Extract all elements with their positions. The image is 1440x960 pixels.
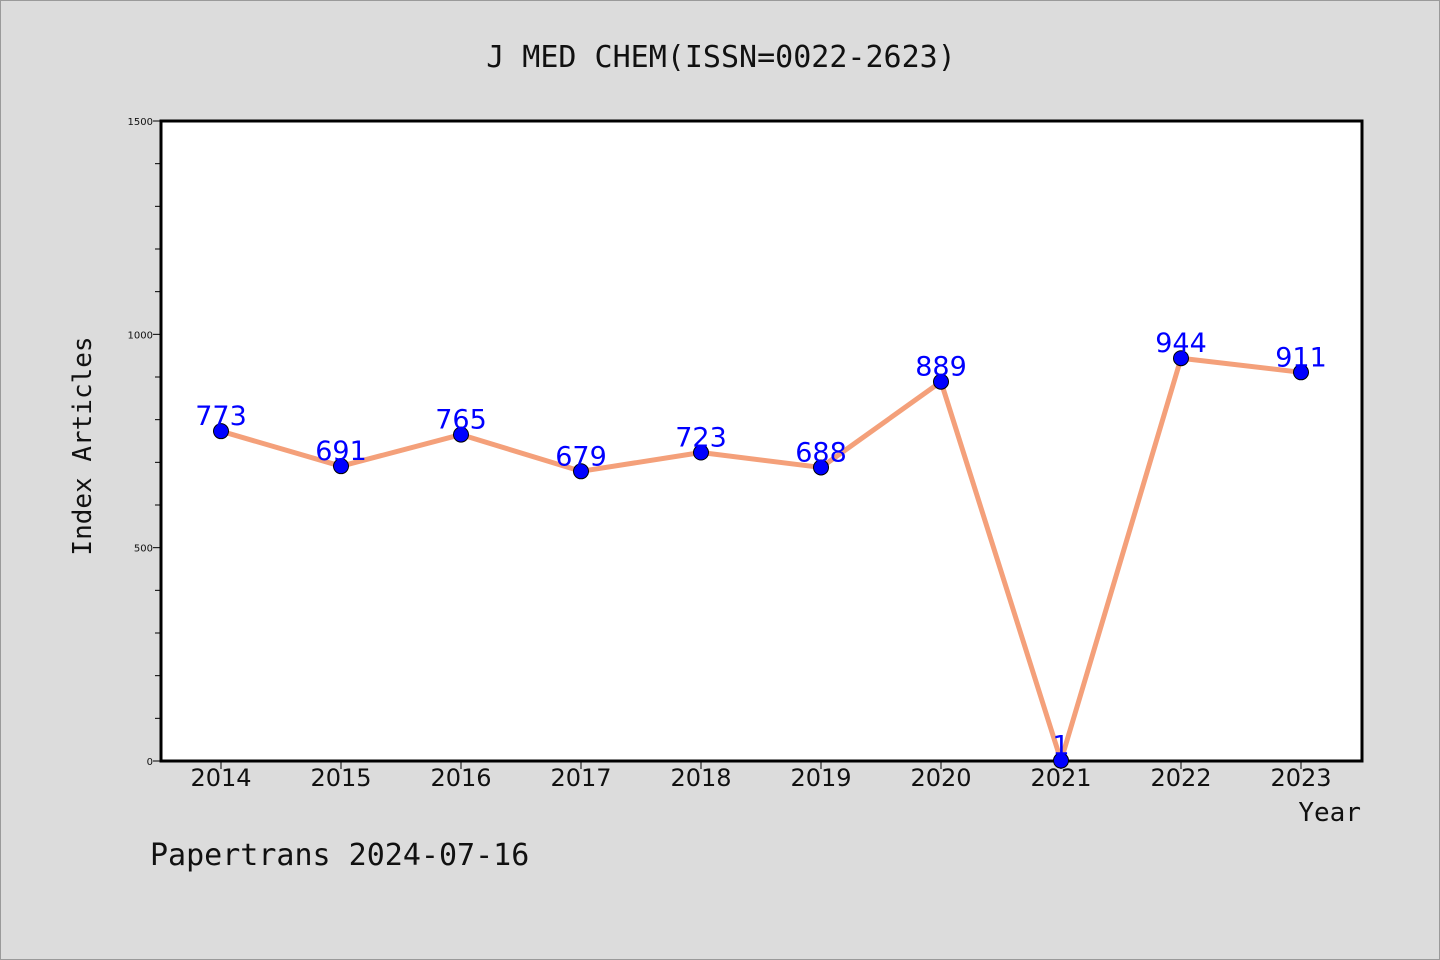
x-axis-label: Year <box>1298 798 1361 828</box>
x-tick-label: 2018 <box>670 764 731 792</box>
x-tick-label: 2022 <box>1150 764 1211 792</box>
data-point <box>693 444 709 461</box>
data-point <box>1173 350 1189 367</box>
data-label: 765 <box>435 405 487 436</box>
data-label: 773 <box>195 401 247 432</box>
x-tick-label: 2023 <box>1270 764 1331 792</box>
data-point <box>573 463 589 480</box>
y-axis-label: Index Articles <box>68 336 98 555</box>
y-tick-label: 1000 <box>128 330 153 341</box>
data-label: 944 <box>1155 328 1207 359</box>
data-point <box>453 426 469 443</box>
data-label: 911 <box>1275 342 1327 373</box>
x-tick-label: 2016 <box>430 764 491 792</box>
data-point <box>1293 364 1309 381</box>
data-label: 679 <box>555 441 607 472</box>
series-line-group <box>220 355 1302 764</box>
y-tick-label: 1500 <box>128 117 153 128</box>
y-tick-label: 0 <box>147 757 153 768</box>
chart-title: J MED CHEM(ISSN=0022-2623) <box>486 40 956 75</box>
markers-group <box>213 350 1309 769</box>
data-point <box>333 458 349 475</box>
plot-area <box>159 119 1364 763</box>
x-tick-label: 2021 <box>1030 764 1091 792</box>
series-line <box>220 355 1302 764</box>
data-point <box>933 373 949 390</box>
x-axis: 2014 2015 2016 2017 2018 2019 2020 2021 2022 2023 <box>190 761 1332 792</box>
data-label: 691 <box>315 436 367 467</box>
y-tick-label: 500 <box>134 544 153 555</box>
data-label: 723 <box>675 423 727 454</box>
x-tick-label: 2017 <box>550 764 611 792</box>
data-point <box>213 423 229 440</box>
data-point <box>813 459 829 476</box>
x-tick-label: 2019 <box>790 764 851 792</box>
x-tick-label: 2015 <box>310 764 371 792</box>
data-point <box>1053 752 1069 769</box>
footer-text: Papertrans 2024-07-16 <box>150 838 529 873</box>
data-label: 1 <box>1052 731 1069 762</box>
data-label: 889 <box>915 352 967 383</box>
data-label: 688 <box>795 437 847 468</box>
x-tick-label: 2020 <box>910 764 971 792</box>
data-labels-group: 773 691 765 679 723 688 889 1 944 911 <box>195 328 1327 761</box>
x-tick-label: 2014 <box>190 764 251 792</box>
y-axis: 0 500 1000 1500 <box>128 117 161 768</box>
